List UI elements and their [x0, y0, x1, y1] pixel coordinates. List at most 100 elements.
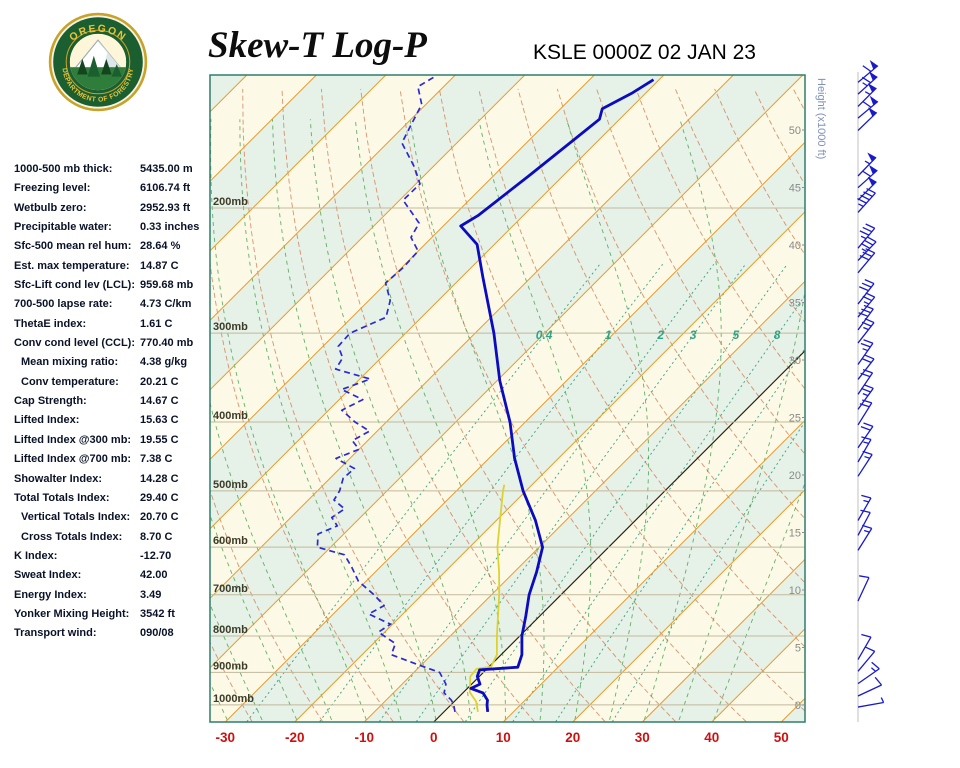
barb-full-10: [862, 226, 873, 233]
isotherm-line: [224, 141, 805, 722]
height-tick-label: 40: [789, 240, 801, 252]
dry-adiabat: [556, 88, 805, 520]
barb-full-10: [863, 422, 874, 428]
barb-staff: [857, 322, 875, 344]
index-label: Precipitable water:: [14, 221, 112, 234]
wind-barb: [857, 71, 878, 95]
barb-full-10: [862, 524, 872, 529]
barb-full-10: [864, 318, 875, 324]
logo-forest-scene: [69, 33, 127, 91]
isotherm-line: [363, 280, 805, 722]
height-tick-label: 20: [789, 470, 801, 482]
barb-staff: [857, 387, 874, 410]
wind-barb: [857, 661, 880, 685]
barb-full-10: [861, 358, 872, 364]
logo-tree-icon: [111, 64, 122, 77]
wind-barb: [857, 354, 875, 380]
height-tick-label: 35: [789, 298, 801, 310]
barb-staff: [857, 252, 876, 274]
barb-staff: [857, 358, 875, 380]
wind-barb: [857, 450, 873, 477]
wind-barb: [857, 176, 877, 201]
index-value: 14.67 C: [140, 395, 179, 408]
index-value: 3.49: [140, 588, 162, 601]
index-value: 1.61 C: [140, 317, 173, 330]
index-label: Mean mixing ratio:: [21, 356, 119, 369]
station-time-label: KSLE 0000Z 02 JAN 23: [533, 41, 756, 64]
mixing-ratio-label: 2: [656, 328, 664, 342]
index-value: 8.70 C: [140, 530, 173, 543]
pressure-label: 600mb: [213, 535, 248, 547]
barb-full-10: [863, 384, 874, 389]
barb-half-5: [863, 326, 869, 331]
index-row: Mean mixing ratio: 4.38 g/kg: [0, 353, 212, 372]
wind-barb: [857, 187, 876, 213]
pressure-label: 800mb: [213, 624, 248, 636]
wind-barb: [857, 575, 870, 602]
barb-flag-50: [868, 164, 878, 175]
isotherm-band: [781, 698, 805, 722]
dry-adiabat: [478, 88, 805, 648]
index-value: 28.64 %: [140, 240, 181, 253]
index-value: 29.40 C: [140, 491, 179, 504]
index-row: Sweat Index: 42.00: [0, 566, 212, 585]
barb-full-10: [865, 646, 875, 652]
barb-full-10: [861, 321, 872, 327]
temp-axis-labels: -30 -20 -10 0 10 20 30 40 50: [216, 730, 789, 745]
barb-full-10: [861, 436, 872, 441]
dry-adiabat: [210, 259, 394, 722]
barb-full-10: [860, 342, 871, 348]
temp-tick-label: -30: [216, 730, 236, 745]
index-row: Lifted Index: 15.63 C: [0, 411, 212, 430]
barb-half-5: [861, 248, 867, 253]
barb-flag-50: [867, 176, 877, 186]
barb-staff: [857, 76, 878, 95]
barb-full-10: [859, 286, 869, 292]
dry-adiabat: [517, 88, 805, 584]
barb-flag-50: [867, 83, 877, 93]
wind-barb: [857, 318, 875, 344]
wind-barb: [857, 697, 885, 708]
barb-full-10: [859, 255, 870, 261]
isotherm-line: [572, 489, 805, 722]
index-label: K Index:: [14, 549, 58, 562]
barb-full-10: [865, 248, 875, 254]
height-axis-title: Height (x1000 ft): [815, 78, 827, 159]
index-row: Transport wind: 090/08: [0, 624, 212, 643]
barb-staff: [857, 454, 873, 477]
wetbulb-profile: [468, 484, 506, 713]
dry-adiabats: [210, 88, 805, 722]
barb-flag-50: [869, 95, 878, 106]
barb-half-5: [863, 441, 869, 445]
barb-full-10: [859, 403, 870, 408]
temp-tick-label: 50: [774, 730, 789, 745]
index-row: Conv temperature: 20.21 C: [0, 373, 212, 392]
dry-adiabat: [242, 88, 465, 722]
wind-barb: [857, 646, 876, 672]
index-label: Total Totals Index:: [14, 491, 110, 504]
barb-half-5: [860, 235, 867, 240]
barb-half-5: [864, 160, 871, 165]
barb-half-5: [858, 203, 864, 208]
isotherm-line: [210, 75, 526, 391]
barb-full-10: [857, 197, 867, 204]
wind-barb: [857, 236, 877, 261]
index-value: 19.55 C: [140, 433, 179, 446]
isotherm-bands: [210, 75, 805, 722]
index-row: K Index: -12.70: [0, 547, 212, 566]
index-row: Cross Totals Index: 8.70 C: [0, 528, 212, 547]
mixing-ratio-line: [378, 264, 715, 722]
page-title: Skew-T Log-P: [208, 25, 427, 66]
index-row: Energy Index: 3.49: [0, 586, 212, 605]
index-row: Conv cond level (CCL): 770.40 mb: [0, 334, 212, 353]
wind-barb: [857, 95, 879, 119]
barb-full-10: [859, 230, 870, 236]
barb-staff: [857, 100, 879, 119]
barb-full-10: [861, 387, 871, 393]
height-tick-label: 0: [795, 700, 801, 712]
barb-staff: [857, 668, 880, 685]
dry-adiabat: [320, 88, 606, 722]
barb-full-10: [861, 76, 871, 84]
index-value: 20.21 C: [140, 375, 179, 388]
index-label: Freezing level:: [14, 182, 91, 195]
